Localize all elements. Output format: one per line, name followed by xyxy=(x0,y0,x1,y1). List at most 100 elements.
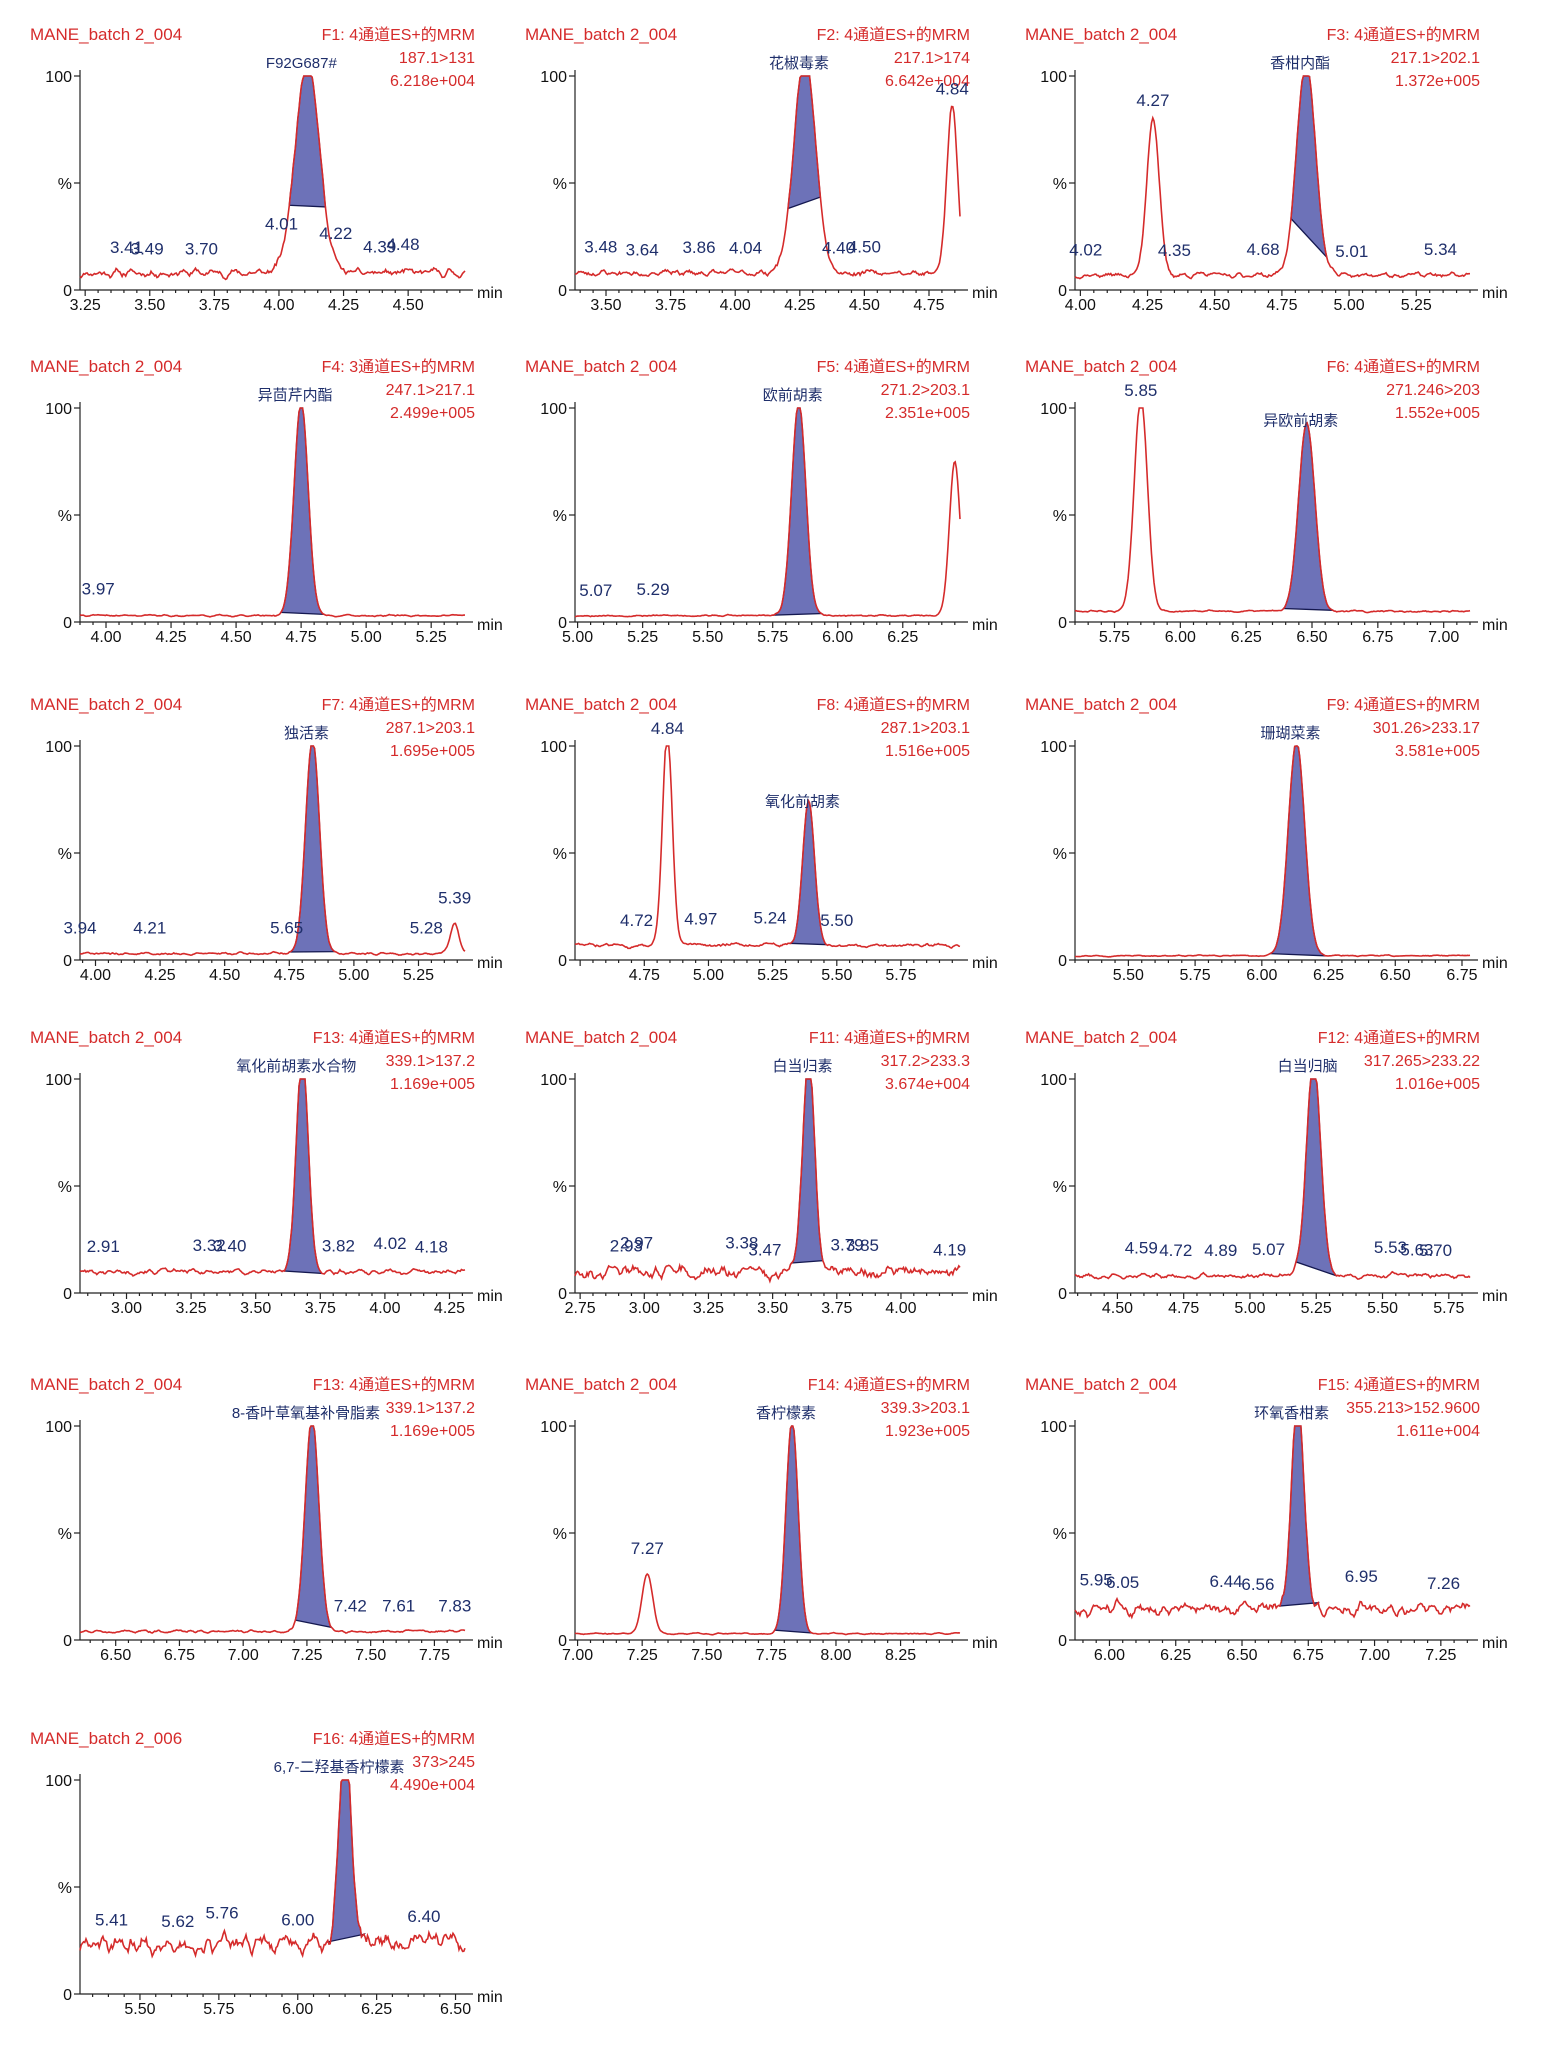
x-tick-label: 4.00 xyxy=(263,297,294,314)
function-label: F1: 4通道ES+的MRM xyxy=(322,26,475,44)
x-tick-label: 5.00 xyxy=(1334,297,1365,314)
peak-rt-label: 5.95 xyxy=(1080,1571,1113,1590)
y-tick-label: 0 xyxy=(1058,1286,1067,1303)
function-label: F12: 4通道ES+的MRM xyxy=(1318,1029,1480,1047)
peak-rt-label: 4.04 xyxy=(729,239,762,258)
peak-rt-label: 5.24 xyxy=(754,909,787,928)
x-tick-label: 6.50 xyxy=(100,1647,131,1664)
x-tick-label: 6.25 xyxy=(361,2001,392,2018)
x-tick-label: 3.50 xyxy=(757,1300,788,1317)
peak-rt-label: 6.56 xyxy=(1241,1575,1274,1594)
chromatogram-trace xyxy=(1074,1078,1471,1280)
sample-name: MANE_batch 2_004 xyxy=(525,25,677,44)
function-label: F15: 4通道ES+的MRM xyxy=(1318,1376,1480,1394)
x-tick-label: 5.50 xyxy=(692,629,723,646)
x-tick-label: 7.00 xyxy=(228,1647,259,1664)
x-tick-label: 4.00 xyxy=(369,1300,400,1317)
peak-rt-label: 4.02 xyxy=(374,1234,407,1253)
compound-name: 白当归素 xyxy=(773,1058,833,1075)
x-tick-label: 5.00 xyxy=(693,967,724,984)
peak-rt-label: 3.97 xyxy=(82,580,115,599)
x-tick-label: 6.50 xyxy=(1226,1647,1257,1664)
peak-rt-label: 4.18 xyxy=(415,1238,448,1257)
y-tick-label: 100 xyxy=(540,69,567,86)
y-tick-label: 0 xyxy=(63,615,72,632)
mrm-transition: 187.1>131 xyxy=(399,50,475,67)
base-intensity: 1.923e+005 xyxy=(885,1423,970,1440)
compound-name: 珊瑚菜素 xyxy=(1261,725,1321,742)
y-tick-label: % xyxy=(1053,176,1067,193)
compound-name: 香柑内酯 xyxy=(1270,55,1330,72)
y-tick-label: 100 xyxy=(45,401,72,418)
y-tick-label: 0 xyxy=(558,615,567,632)
x-axis-label: min xyxy=(1482,617,1508,634)
x-tick-label: 7.50 xyxy=(355,1647,386,1664)
y-tick-label: % xyxy=(58,176,72,193)
peak-rt-label: 2.91 xyxy=(87,1237,120,1256)
peak-rt-label: 7.26 xyxy=(1427,1574,1460,1593)
x-axis-label: min xyxy=(1482,285,1508,302)
base-intensity: 6.218e+004 xyxy=(390,73,475,90)
integrated-peak-area xyxy=(790,1078,824,1264)
x-tick-label: 6.00 xyxy=(1165,629,1196,646)
y-tick-label: 100 xyxy=(1040,1072,1067,1089)
x-tick-label: 5.00 xyxy=(562,629,593,646)
mrm-transition: 317.2>233.3 xyxy=(881,1053,971,1070)
peak-rt-label: 5.85 xyxy=(1124,381,1157,400)
peak-rt-label: 4.40 xyxy=(822,238,855,257)
mrm-transition: 339.1>137.2 xyxy=(386,1053,476,1070)
x-axis-label: min xyxy=(477,1635,503,1652)
compound-name: 6,7-二羟基香柠檬素 xyxy=(274,1759,405,1776)
peak-rt-label: 4.48 xyxy=(386,235,419,254)
x-tick-label: 5.50 xyxy=(124,2001,155,2018)
compound-name: 氧化前胡素 xyxy=(765,793,840,810)
x-tick-label: 8.25 xyxy=(885,1647,916,1664)
chromatogram-trace xyxy=(1075,745,1471,958)
x-tick-label: 3.50 xyxy=(590,297,621,314)
peak-rt-label: 5.62 xyxy=(161,1912,194,1931)
x-axis-label: min xyxy=(1482,955,1508,972)
chromatogram-trace xyxy=(79,1425,466,1634)
sample-name: MANE_batch 2_004 xyxy=(525,1375,677,1394)
peak-rt-label: 5.53 xyxy=(1374,1238,1407,1257)
base-intensity: 2.351e+005 xyxy=(885,405,970,422)
function-label: F4: 3通道ES+的MRM xyxy=(322,358,475,376)
y-tick-label: % xyxy=(553,508,567,525)
chromatogram-trace xyxy=(574,745,961,950)
chromatogram-panel: MANE_batch 2_004 F1: 4通道ES+的MRM 187.1>131 6… xyxy=(30,25,503,314)
x-tick-label: 4.75 xyxy=(629,967,660,984)
x-tick-label: 6.00 xyxy=(822,629,853,646)
chromatogram-panel: MANE_batch 2_004 F9: 4通道ES+的MRM 301.26>233… xyxy=(1025,695,1508,984)
base-intensity: 1.516e+005 xyxy=(885,743,970,760)
y-tick-label: % xyxy=(1053,1179,1067,1196)
x-axis-label: min xyxy=(477,617,503,634)
mrm-transition: 339.3>203.1 xyxy=(881,1400,971,1417)
peak-rt-label: 4.97 xyxy=(684,909,717,928)
y-tick-label: % xyxy=(58,1880,72,1897)
compound-name: 独活素 xyxy=(284,725,329,742)
peak-rt-label: 5.01 xyxy=(1335,242,1368,261)
x-tick-label: 2.75 xyxy=(565,1300,596,1317)
peak-rt-label: 6.05 xyxy=(1106,1573,1139,1592)
chromatogram-trace xyxy=(1074,75,1470,280)
peak-rt-label: 4.59 xyxy=(1125,1239,1158,1258)
mrm-transition: 317.265>233.22 xyxy=(1364,1053,1480,1070)
y-tick-label: % xyxy=(1053,1526,1067,1543)
peak-rt-label: 5.29 xyxy=(636,580,669,599)
y-tick-label: 0 xyxy=(558,1286,567,1303)
x-tick-label: 5.00 xyxy=(351,629,382,646)
chromatogram-panel: MANE_batch 2_004 F3: 4通道ES+的MRM 217.1>202.… xyxy=(1025,25,1508,314)
y-tick-label: % xyxy=(1053,846,1067,863)
sample-name: MANE_batch 2_004 xyxy=(525,357,677,376)
compound-name: 香柠檬素 xyxy=(756,1405,816,1422)
x-tick-label: 3.75 xyxy=(655,297,686,314)
x-tick-label: 3.75 xyxy=(821,1300,852,1317)
base-intensity: 1.611e+004 xyxy=(1396,1423,1480,1440)
peak-rt-label: 7.27 xyxy=(631,1539,664,1558)
x-tick-label: 4.25 xyxy=(328,297,359,314)
peak-rt-label: 5.41 xyxy=(95,1910,128,1929)
x-tick-label: 3.75 xyxy=(199,297,230,314)
x-axis-label: min xyxy=(477,1288,503,1305)
peak-rt-label: 6.40 xyxy=(407,1907,440,1926)
peak-rt-label: 4.02 xyxy=(1069,241,1102,260)
